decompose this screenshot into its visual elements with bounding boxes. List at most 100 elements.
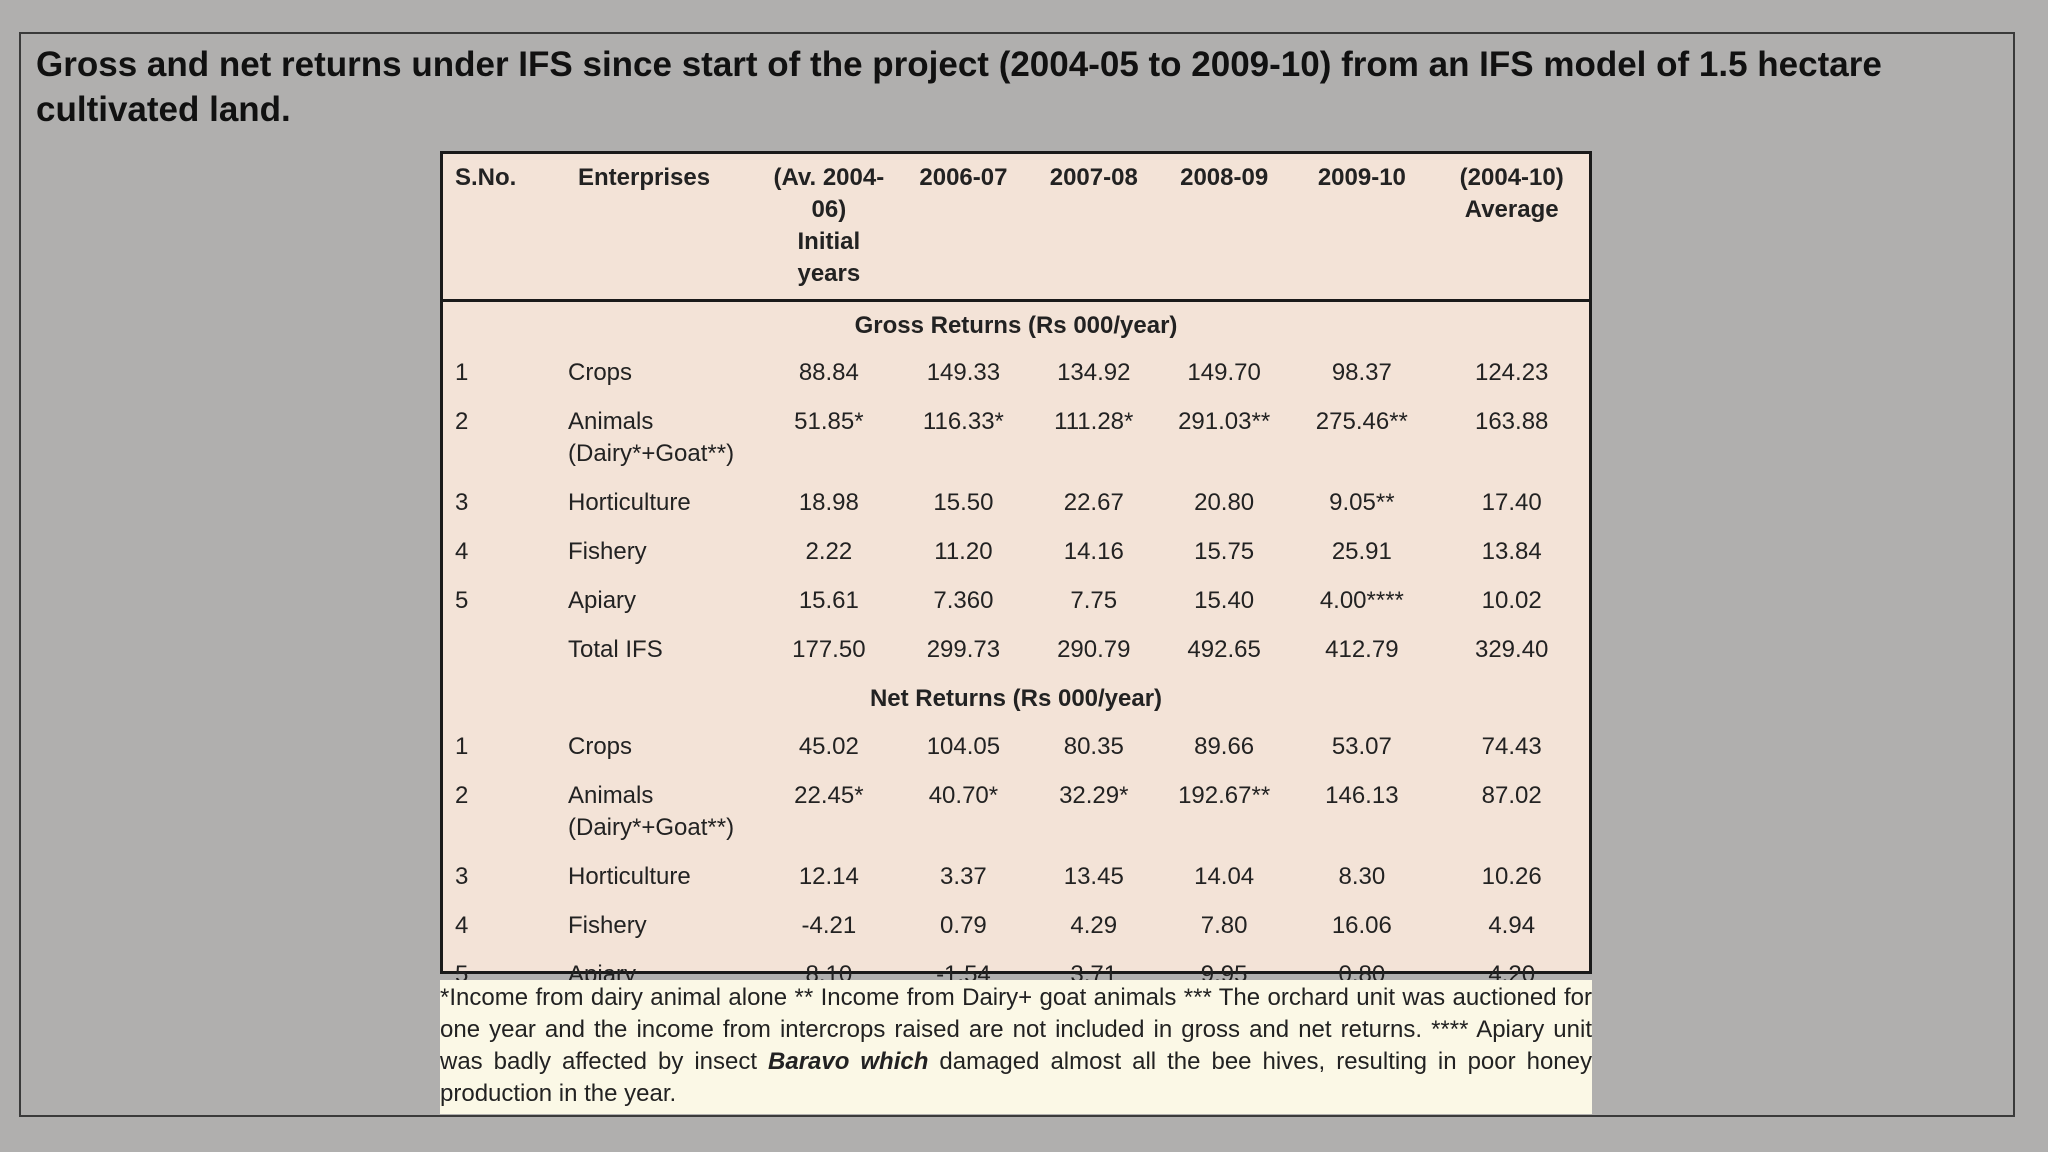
value-cell: 80.35 (1063, 732, 1124, 760)
serial-number-cell: 3 (455, 488, 469, 516)
value-cell: 87.02 (1481, 781, 1542, 809)
value-cell: 104.05 (926, 732, 1001, 760)
column-header-line2: Initial years (797, 228, 861, 287)
value-cell: 11.20 (934, 537, 993, 565)
table-row: 1 Crops 88.84 149.33 134.92 149.70 98.37 124.23 (443, 349, 1589, 398)
value-cell: 0.79 (940, 911, 987, 939)
value-cell: 45.02 (798, 732, 859, 760)
value-cell: 13.45 (1063, 862, 1124, 890)
column-header: S.No. (443, 154, 566, 302)
value-cell: 291.03** (1178, 407, 1271, 435)
value-cell: 9.05** (1329, 488, 1395, 516)
value-cell: 51.85* (794, 407, 864, 435)
net-returns-section-row: Net Returns (Rs 000/year) (443, 675, 1589, 723)
serial-number-cell: 4 (455, 537, 469, 565)
column-header: 2008-09 (1158, 154, 1290, 302)
value-cell: 53.07 (1331, 732, 1392, 760)
enterprise-name: Crops (568, 358, 633, 386)
column-header: Enterprises (566, 154, 760, 302)
enterprise-name: Animals (568, 407, 654, 435)
enterprise-subname: (Dairy*+Goat**) (568, 439, 735, 467)
enterprise-cell: Animals (Dairy*+Goat**) (566, 398, 759, 479)
returns-table-container: S.No. Enterprises (Av. 2004-06) Initial yea… (440, 151, 1592, 1037)
value-cell: 275.46** (1315, 407, 1408, 435)
enterprise-cell: Horticulture (566, 479, 759, 528)
value-cell: 124.23 (1474, 358, 1549, 386)
column-header-line1: Enterprises (578, 164, 711, 191)
value-cell: 7.80 (1200, 911, 1248, 939)
enterprise-subname: (Dairy*+Goat**) (568, 813, 735, 841)
table-body: Gross Returns (Rs 000/year) 1 Crops 88.84 14… (443, 301, 1589, 1049)
value-cell: 15.50 (933, 488, 994, 516)
serial-number-cell: 4 (455, 911, 469, 939)
enterprise-name: Apiary (568, 586, 637, 614)
value-cell: 146.13 (1325, 781, 1399, 809)
column-header-line1: 2006-07 (919, 164, 1008, 191)
value-cell: 14.16 (1063, 537, 1124, 565)
table-footnote: *Income from dairy animal alone ** Incom… (440, 980, 1592, 1114)
value-cell: 89.66 (1194, 732, 1255, 760)
table-row: 2 Animals (Dairy*+Goat**) 22.45* 40.70* 32.29… (443, 772, 1589, 853)
enterprise-cell: Fishery (566, 902, 759, 951)
enterprise-cell: Crops (566, 349, 759, 398)
value-cell: 10.26 (1481, 862, 1542, 890)
enterprise-name: Total IFS (568, 635, 663, 663)
gross-returns-section-row: Gross Returns (Rs 000/year) (443, 301, 1589, 349)
enterprise-name: Crops (568, 732, 633, 760)
value-cell: 134.92 (1057, 358, 1131, 386)
value-cell: 40.70* (928, 781, 999, 809)
enterprise-cell: Total IFS (566, 626, 759, 675)
table-row: Total IFS 177.50 299.73 290.79 492.65 412.79 3… (443, 626, 1589, 675)
table-row: 3 Horticulture 12.14 3.37 13.45 14.04 8.30 10.2… (443, 853, 1589, 902)
table-row: 2 Animals (Dairy*+Goat**) 51.85* 116.33* 111.… (443, 398, 1589, 479)
enterprise-cell: Horticulture (566, 853, 759, 902)
value-cell: 98.37 (1331, 358, 1392, 386)
table-row: 4 Fishery -4.21 0.79 4.29 7.80 16.06 4.94 (443, 902, 1589, 951)
footnote-text-end: damaged almost all the bee hives, result… (440, 1048, 1592, 1107)
net-returns-section-title: Net Returns (Rs 000/year) (869, 684, 1163, 712)
value-cell: 15.61 (798, 586, 859, 614)
serial-number-cell (443, 626, 566, 675)
table-header-row: S.No. Enterprises (Av. 2004-06) Initial yea… (443, 154, 1589, 302)
column-header-line2: Average (1464, 196, 1559, 223)
column-header: 2006-07 (898, 154, 1029, 302)
value-cell: 149.70 (1187, 358, 1261, 386)
serial-number-cell: 3 (455, 862, 469, 890)
value-cell: 74.43 (1481, 732, 1542, 760)
column-header-line1: 2008-09 (1180, 164, 1269, 191)
value-cell: 492.65 (1187, 635, 1261, 663)
serial-number-cell: 1 (455, 358, 469, 386)
value-cell: 290.79 (1057, 635, 1131, 663)
value-cell: 116.33* (922, 407, 1004, 435)
value-cell: 88.84 (798, 358, 859, 386)
serial-number-cell: 2 (455, 407, 469, 435)
value-cell: 17.40 (1481, 488, 1542, 516)
value-cell: 7.75 (1070, 586, 1118, 614)
value-cell: 22.45* (794, 781, 864, 809)
footnote-emphasis: Baravo which (768, 1048, 929, 1075)
value-cell: 4.00**** (1319, 586, 1404, 614)
value-cell: 12.14 (798, 862, 859, 890)
value-cell: 149.33 (926, 358, 1001, 386)
value-cell: 15.40 (1194, 586, 1255, 614)
column-header: (Av. 2004-06) Initial years (759, 154, 899, 302)
value-cell: 14.04 (1194, 862, 1255, 890)
value-cell: 329.40 (1474, 635, 1549, 663)
enterprise-name: Fishery (568, 911, 647, 939)
enterprise-cell: Crops (566, 723, 759, 772)
enterprise-name: Fishery (568, 537, 647, 565)
value-cell: 10.02 (1481, 586, 1542, 614)
column-header-line1: (2004-10) (1459, 164, 1564, 191)
value-cell: 299.73 (926, 635, 1001, 663)
value-cell: 2.22 (805, 537, 853, 565)
serial-number-cell: 2 (455, 781, 469, 809)
column-header: 2009-10 (1289, 154, 1435, 302)
gross-returns-section-title: Gross Returns (Rs 000/year) (854, 312, 1178, 339)
column-header-line1: (Av. 2004-06) (773, 164, 885, 223)
column-header: (2004-10) Average (1434, 154, 1589, 302)
value-cell: 4.94 (1488, 911, 1536, 939)
value-cell: 8.30 (1338, 862, 1386, 890)
enterprise-name: Animals (568, 781, 654, 809)
table-row: 1 Crops 45.02 104.05 80.35 89.66 53.07 74.43 (443, 723, 1589, 772)
slide-title: Gross and net returns under IFS since st… (36, 45, 1882, 129)
